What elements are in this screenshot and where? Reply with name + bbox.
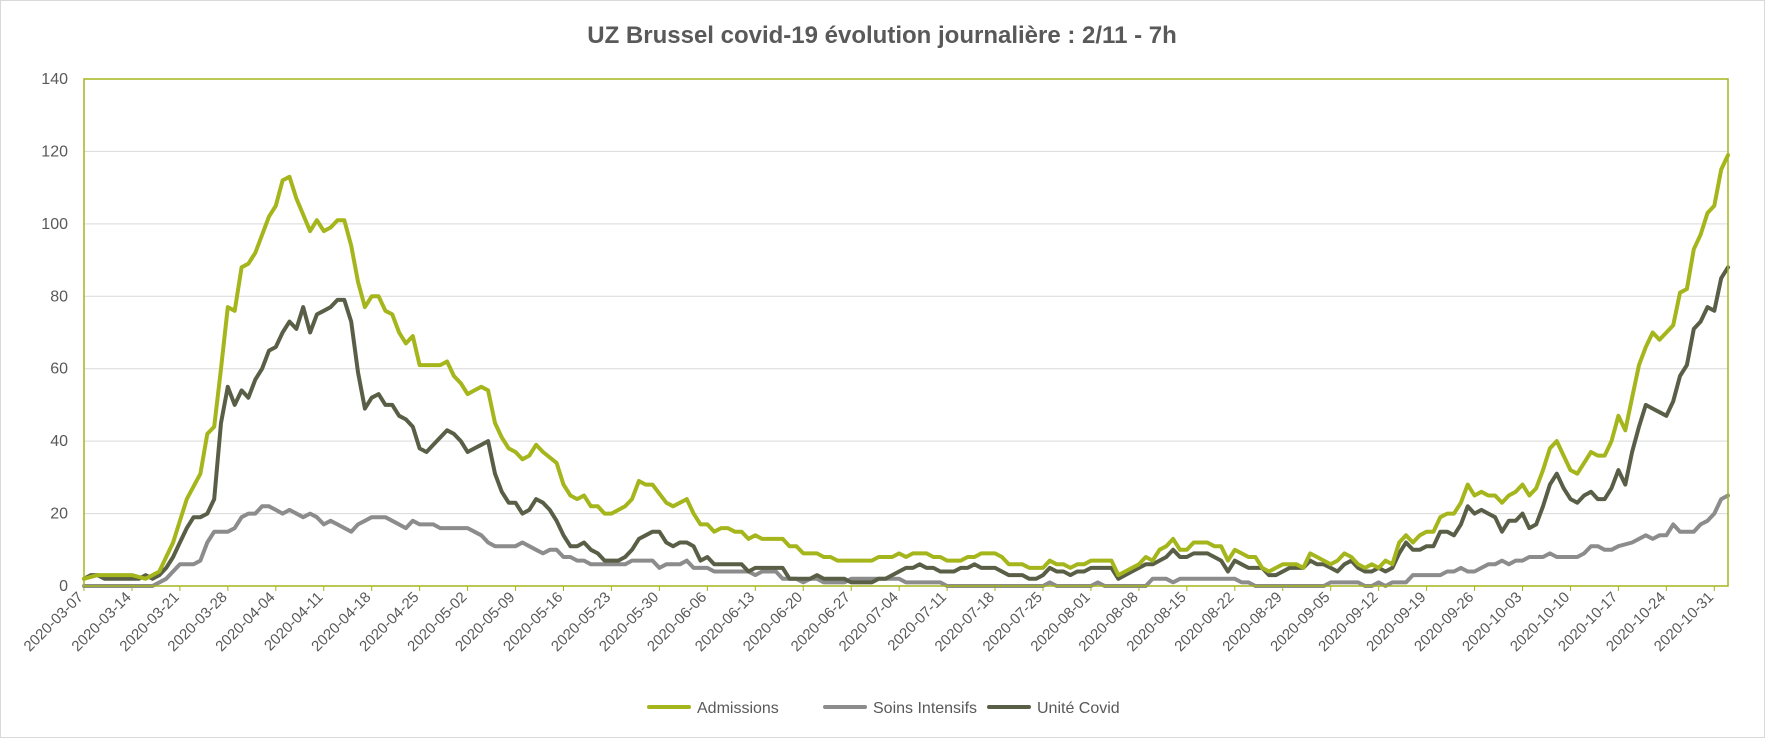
legend-label: Admissions bbox=[697, 700, 779, 717]
x-axis: 2020-03-072020-03-142020-03-212020-03-28… bbox=[21, 586, 1717, 655]
y-tick-label: 100 bbox=[41, 216, 68, 233]
y-tick-label: 40 bbox=[50, 433, 68, 450]
legend-label: Unité Covid bbox=[1037, 700, 1120, 717]
series-line-admissions bbox=[82, 153, 1730, 581]
series-line-soins-intensifs bbox=[82, 493, 1730, 588]
y-tick-label: 60 bbox=[50, 361, 68, 378]
gridlines bbox=[84, 150, 1728, 515]
chart-title: UZ Brussel covid-19 évolution journalièr… bbox=[587, 22, 1177, 49]
y-tick-label: 140 bbox=[41, 71, 68, 88]
legend-label: Soins Intensifs bbox=[873, 700, 977, 717]
y-tick-label: 0 bbox=[59, 578, 68, 595]
legend: Admissions Soins Intensifs Unité Covid bbox=[647, 700, 1120, 717]
series-lines bbox=[82, 153, 1730, 588]
y-tick-label: 120 bbox=[41, 143, 68, 160]
series-line-unit-covid bbox=[82, 265, 1730, 585]
y-tick-label: 20 bbox=[50, 506, 68, 523]
y-axis: 0 20 40 60 80 100 120 140 bbox=[41, 71, 68, 595]
y-tick-label: 80 bbox=[50, 288, 68, 305]
plot-area-border bbox=[83, 78, 1729, 587]
